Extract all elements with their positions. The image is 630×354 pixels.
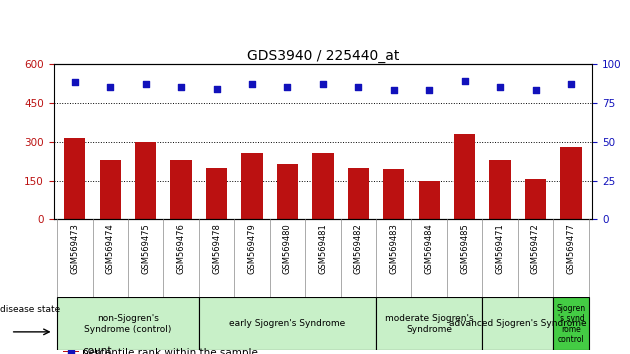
Text: GSM569479: GSM569479	[248, 223, 256, 274]
Bar	[383, 169, 404, 219]
Text: GSM569485: GSM569485	[460, 223, 469, 274]
Point	[424, 87, 434, 93]
Text: GSM569480: GSM569480	[283, 223, 292, 274]
Point	[389, 87, 399, 93]
Title: GDS3940 / 225440_at: GDS3940 / 225440_at	[247, 49, 399, 63]
Text: GSM569475: GSM569475	[141, 223, 150, 274]
Bar	[490, 160, 511, 219]
Text: count: count	[82, 347, 112, 354]
Point	[176, 84, 186, 90]
Bar	[277, 164, 298, 219]
Bar	[206, 167, 227, 219]
Bar	[135, 142, 156, 219]
Text: GSM569483: GSM569483	[389, 223, 398, 274]
Bar	[483, 297, 553, 350]
Text: non-Sjogren's
Syndrome (control): non-Sjogren's Syndrome (control)	[84, 314, 171, 333]
Bar	[553, 297, 588, 350]
Point	[140, 81, 151, 87]
Text: advanced Sjogren's Syndrome: advanced Sjogren's Syndrome	[449, 319, 587, 329]
Text: GSM569478: GSM569478	[212, 223, 221, 274]
Bar	[171, 160, 192, 219]
Point	[530, 87, 541, 93]
Bar	[312, 153, 333, 219]
Bar	[376, 297, 483, 350]
Text: GSM569471: GSM569471	[496, 223, 505, 274]
Point	[318, 81, 328, 87]
Text: percentile rank within the sample: percentile rank within the sample	[82, 348, 258, 354]
Text: GSM569477: GSM569477	[566, 223, 575, 274]
Text: GSM569472: GSM569472	[531, 223, 540, 274]
Bar	[525, 179, 546, 219]
Text: GSM569484: GSM569484	[425, 223, 433, 274]
Bar	[199, 297, 376, 350]
Bar	[348, 167, 369, 219]
Text: moderate Sjogren's
Syndrome: moderate Sjogren's Syndrome	[385, 314, 474, 333]
Point	[566, 81, 576, 87]
Text: GSM569474: GSM569474	[106, 223, 115, 274]
Point	[66, 350, 76, 354]
Text: Sjogren
's synd
rome
control: Sjogren 's synd rome control	[556, 304, 585, 344]
Bar	[100, 160, 121, 219]
Bar	[454, 134, 475, 219]
Point	[282, 84, 292, 90]
Point	[105, 84, 115, 90]
Text: GSM569481: GSM569481	[318, 223, 328, 274]
Text: disease state: disease state	[0, 305, 60, 314]
Bar	[64, 138, 86, 219]
Bar	[57, 297, 199, 350]
Point	[212, 86, 222, 91]
Bar	[560, 147, 581, 219]
Bar	[241, 153, 263, 219]
Point	[247, 81, 257, 87]
Point	[70, 80, 80, 85]
Text: GSM569473: GSM569473	[71, 223, 79, 274]
Text: early Sjogren's Syndrome: early Sjogren's Syndrome	[229, 319, 346, 329]
Text: GSM569482: GSM569482	[354, 223, 363, 274]
Bar	[63, 351, 79, 352]
Point	[495, 84, 505, 90]
Point	[353, 84, 364, 90]
Point	[460, 78, 470, 84]
Text: GSM569476: GSM569476	[176, 223, 186, 274]
Bar	[418, 181, 440, 219]
